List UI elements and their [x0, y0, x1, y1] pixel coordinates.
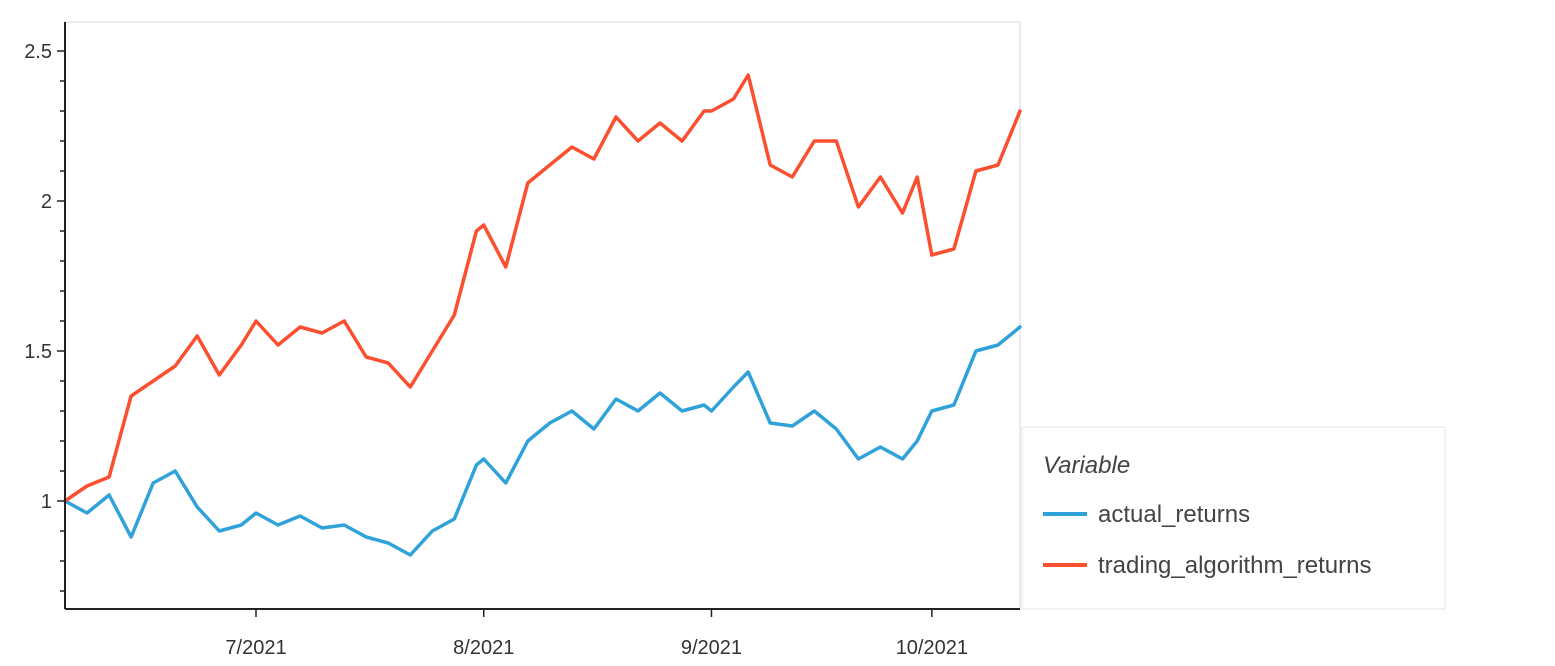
- y-tick-label: 2.5: [24, 41, 52, 63]
- series-layer: [63, 73, 1022, 557]
- series-line-trading-algorithm-returns: [63, 73, 1022, 503]
- y-axis-ticks: 1 1.5 2 2.5: [24, 41, 65, 592]
- legend-label-actual-returns: actual_returns: [1098, 501, 1250, 528]
- series-line-actual-returns: [63, 325, 1022, 557]
- plot-area: [64, 21, 1021, 610]
- x-tick-label: 8/2021: [453, 637, 514, 659]
- legend: Variable actual_returns trading_algorith…: [1021, 426, 1446, 610]
- y-tick-label: 2: [41, 191, 52, 213]
- legend-title: Variable: [1043, 452, 1130, 479]
- x-tick-label: 9/2021: [681, 637, 742, 659]
- y-tick-label: 1.5: [24, 341, 52, 363]
- x-axis-ticks: 7/2021 8/2021 9/2021 10/2021: [225, 609, 968, 659]
- legend-box: [1021, 426, 1446, 610]
- x-tick-label: 10/2021: [896, 637, 968, 659]
- x-tick-label: 7/2021: [225, 637, 286, 659]
- y-tick-label: 1: [41, 491, 52, 513]
- legend-label-trading-algorithm-returns: trading_algorithm_returns: [1098, 552, 1371, 579]
